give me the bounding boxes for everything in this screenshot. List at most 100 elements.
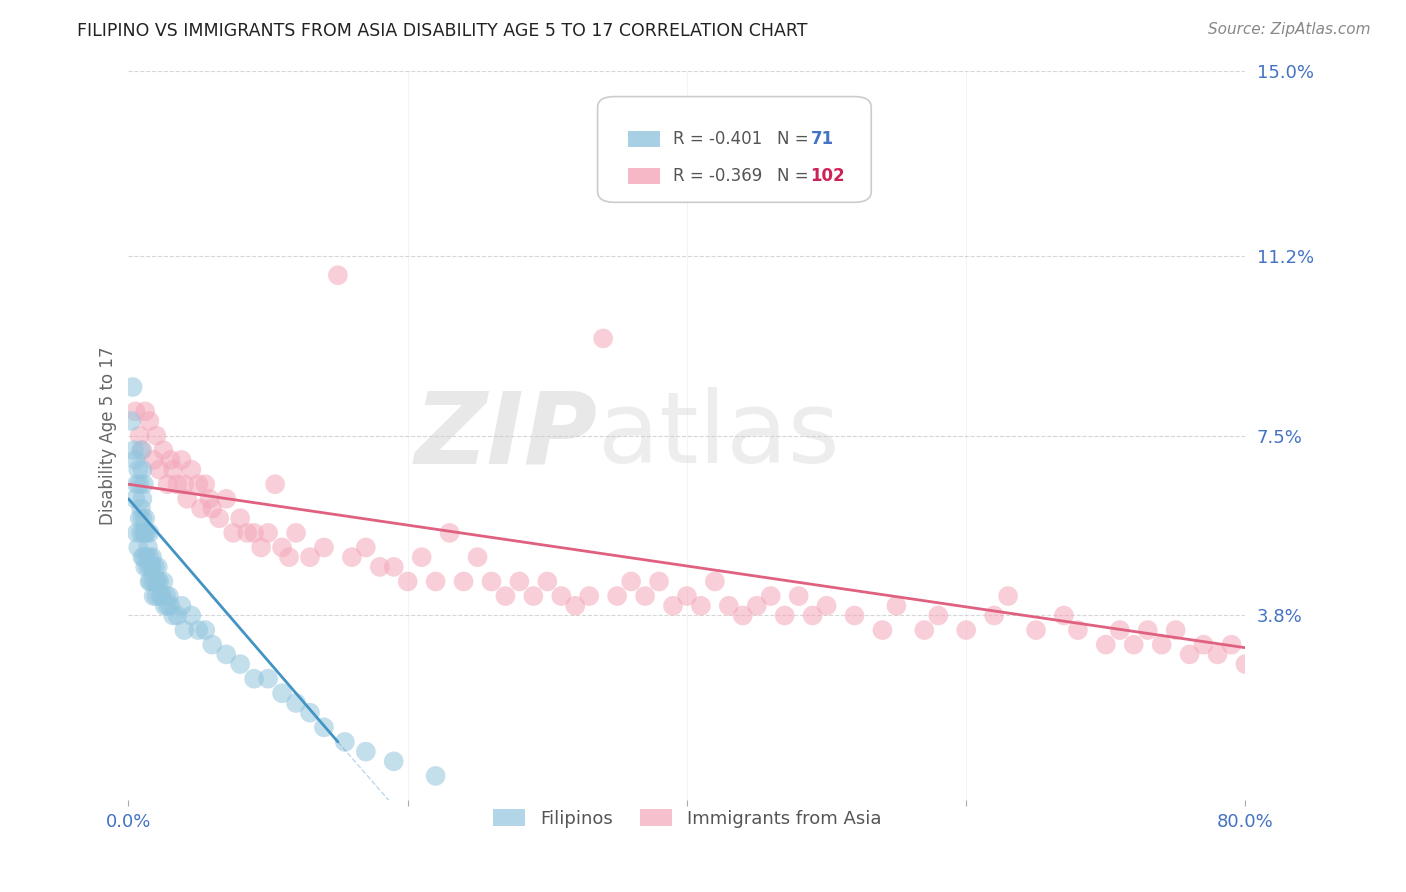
Point [173,477,195,491]
Point [1277,648,1299,662]
Point [131,463,153,477]
Point [564,599,586,613]
Point [620,574,643,589]
Point [138,414,160,428]
Point [122,443,145,458]
Point [1192,638,1215,652]
Point [129,443,152,458]
Point [145,574,167,589]
Point [1108,623,1130,637]
Point [170,599,193,613]
Point [1206,648,1229,662]
Point [731,608,754,623]
Point [801,608,824,623]
Point [1025,623,1047,637]
Point [129,525,152,540]
FancyBboxPatch shape [598,96,872,202]
Point [146,560,169,574]
Point [382,560,405,574]
Point [187,477,209,491]
Point [201,638,224,652]
Point [139,560,162,574]
Point [222,525,245,540]
Point [550,589,572,603]
Point [927,608,949,623]
Text: ZIP: ZIP [415,387,598,484]
Point [690,599,713,613]
Point [648,574,671,589]
Point [1303,648,1326,662]
Point [159,599,181,613]
Point [1122,638,1144,652]
Point [983,608,1005,623]
Point [134,525,156,540]
Point [131,511,153,525]
Point [271,541,294,555]
Point [157,589,180,603]
Point [1150,638,1173,652]
Text: FILIPINO VS IMMIGRANTS FROM ASIA DISABILITY AGE 5 TO 17 CORRELATION CHART: FILIPINO VS IMMIGRANTS FROM ASIA DISABIL… [77,22,808,40]
Point [134,560,156,574]
Text: atlas: atlas [598,387,839,484]
Point [467,550,489,565]
Point [155,589,177,603]
Point [285,696,308,710]
Point [145,428,167,442]
Point [131,550,153,565]
Point [135,550,157,565]
Point [150,589,173,603]
Point [340,550,363,565]
Point [124,453,146,467]
Point [138,525,160,540]
Point [1164,623,1187,637]
Point [997,589,1019,603]
Point [257,525,280,540]
Point [143,560,166,574]
Point [131,443,153,458]
Text: N =: N = [778,130,814,148]
Point [194,477,217,491]
Point [166,608,188,623]
Text: R = -0.401: R = -0.401 [673,130,762,148]
Point [1291,638,1313,652]
Point [717,599,740,613]
Point [142,453,165,467]
Point [125,525,148,540]
Point [124,491,146,506]
Point [368,560,391,574]
Point [146,574,169,589]
Point [676,589,699,603]
Point [1249,648,1271,662]
Point [176,491,198,506]
Text: N =: N = [778,168,814,186]
Legend: Filipinos, Immigrants from Asia: Filipinos, Immigrants from Asia [485,802,889,835]
Text: 71: 71 [810,130,834,148]
Point [243,525,266,540]
Point [425,574,447,589]
Point [129,501,152,516]
Point [138,550,160,565]
Point [1317,623,1340,637]
Point [1234,657,1257,672]
Point [508,574,530,589]
Point [326,268,349,283]
Point [139,574,162,589]
Point [257,672,280,686]
Point [148,463,170,477]
Point [703,574,725,589]
Point [131,491,153,506]
Point [128,511,150,525]
Point [156,599,179,613]
Point [1094,638,1116,652]
Point [162,463,184,477]
Point [1263,638,1285,652]
Point [124,404,146,418]
Point [662,599,685,613]
Point [198,491,221,506]
Point [494,589,516,603]
Point [201,501,224,516]
Point [180,463,202,477]
Point [208,511,231,525]
Point [162,608,184,623]
Point [132,550,155,565]
